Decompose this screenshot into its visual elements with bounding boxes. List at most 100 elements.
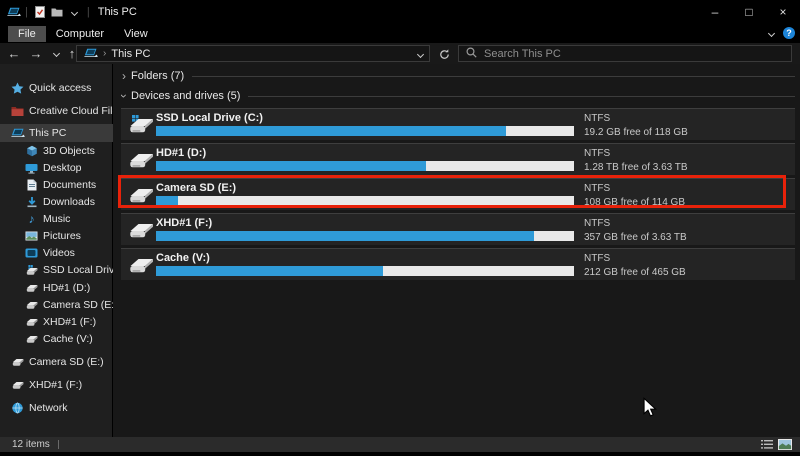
sidebar-item-network[interactable]: Network: [0, 399, 113, 417]
drive-row-ssd-local-drive-c[interactable]: SSD Local Drive (C:) NTFS 19.2 GB free of …: [121, 108, 795, 140]
sidebar-item-3d-objects[interactable]: 3D Objects: [0, 142, 113, 160]
sidebar-item-music[interactable]: ♪ Music: [0, 210, 113, 228]
sidebar-item-downloads[interactable]: Downloads: [0, 193, 113, 211]
drive-free-space: 357 GB free of 3.63 TB: [584, 232, 687, 243]
sidebar-item-label: Desktop: [43, 162, 82, 174]
section-header-folders[interactable]: › Folders (7): [119, 69, 795, 83]
section-label: Devices and drives (5): [131, 90, 241, 102]
address-this-pc-icon: [83, 48, 98, 59]
sidebar-item-creative-cloud-files[interactable]: Creative Cloud Files: [0, 102, 113, 120]
sidebar-item-xhd-1-f[interactable]: XHD#1 (F:): [0, 376, 113, 394]
drive-usage-bar: [156, 126, 574, 136]
items-count: 12 items: [12, 439, 50, 450]
refresh-icon[interactable]: [436, 47, 452, 61]
section-label: Folders (7): [131, 70, 185, 82]
collapsed-chevron-icon[interactable]: ›: [122, 69, 126, 83]
video-icon: [24, 248, 39, 258]
drive-free-space: 108 GB free of 114 GB: [584, 197, 685, 208]
large-icons-view-icon[interactable]: [778, 439, 792, 450]
drive-icon: [128, 115, 155, 134]
sidebar-item-documents[interactable]: Documents: [0, 176, 113, 194]
drive-icon: [24, 334, 39, 344]
sidebar-item-camera-sd-e[interactable]: Camera SD (E:): [0, 296, 113, 314]
sidebar-item-label: HD#1 (D:): [43, 282, 91, 294]
sidebar-item-videos[interactable]: Videos: [0, 244, 113, 262]
address-dropdown-chevron-icon[interactable]: [416, 48, 425, 60]
drive-icon: [24, 317, 39, 327]
breadcrumb[interactable]: This PC: [111, 47, 151, 60]
drive-usage-fill: [156, 196, 179, 206]
sidebar-item-label: Music: [43, 213, 71, 225]
qat-properties-icon[interactable]: [32, 3, 49, 21]
tab-computer[interactable]: Computer: [55, 27, 105, 40]
up-button[interactable]: ↑: [68, 46, 76, 61]
drive-icon: [10, 380, 25, 390]
search-icon: [466, 45, 477, 63]
titlebar-separator-2: |: [86, 6, 90, 18]
drive-row-hd-1-d[interactable]: HD#1 (D:) NTFS 1.28 TB free of 3.63 TB: [121, 143, 795, 175]
file-list-pane: › Folders (7) › Devices and drives (5) S…: [113, 64, 800, 437]
back-button[interactable]: ←: [7, 46, 21, 61]
section-header-devices-and-drives[interactable]: › Devices and drives (5): [117, 89, 795, 103]
sidebar-item-label: XHD#1 (F:): [43, 316, 97, 328]
drive-row-camera-sd-e[interactable]: Camera SD (E:) NTFS 108 GB free of 114 GB: [121, 178, 795, 210]
sidebar-item-this-pc[interactable]: This PC: [0, 124, 113, 142]
minimize-button[interactable]: –: [711, 5, 719, 19]
navigation-pane: Quick access Creative Cloud Files This PC 3…: [0, 64, 113, 437]
details-view-icon[interactable]: [761, 439, 773, 450]
sidebar-item-quick-access[interactable]: Quick access: [0, 79, 113, 97]
titlebar: | | This PC – □ ×: [0, 0, 800, 24]
drive-filesystem: NTFS: [584, 218, 611, 229]
drive-free-space: 212 GB free of 465 GB: [584, 267, 686, 278]
sidebar-item-cache-v[interactable]: Cache (V:): [0, 330, 113, 348]
status-divider: [57, 440, 59, 449]
drive-row-cache-v[interactable]: Cache (V:) NTFS 212 GB free of 465 GB: [121, 248, 795, 280]
drive-name: XHD#1 (F:): [156, 217, 213, 229]
titlebar-separator: |: [25, 6, 28, 18]
sidebar-item-label: This PC: [29, 127, 67, 139]
expand-ribbon-chevron-icon[interactable]: [767, 27, 776, 39]
forward-button[interactable]: →: [29, 46, 43, 61]
expanded-chevron-icon[interactable]: ›: [117, 94, 131, 98]
drive-name: Camera SD (E:): [156, 182, 237, 194]
drive-usage-bar: [156, 161, 574, 171]
drive-usage-bar: [156, 196, 574, 206]
tab-file[interactable]: File: [8, 25, 46, 42]
sidebar-item-label: Videos: [43, 247, 75, 259]
sidebar-item-camera-sd-e[interactable]: Camera SD (E:): [0, 353, 113, 371]
status-bar: 12 items: [0, 437, 800, 452]
laptop-icon: [10, 128, 25, 139]
help-icon[interactable]: ?: [783, 27, 795, 39]
ccfolder-icon: [10, 106, 25, 117]
drive-usage-fill: [156, 231, 534, 241]
section-divider: [248, 95, 795, 97]
address-bar[interactable]: › This PC: [76, 45, 430, 62]
view-switcher: [761, 439, 792, 450]
close-button[interactable]: ×: [779, 5, 787, 19]
drive-row-xhd-1-f[interactable]: XHD#1 (F:) NTFS 357 GB free of 3.63 TB: [121, 213, 795, 245]
sidebar-item-label: XHD#1 (F:): [29, 379, 83, 391]
sidebar-item-pictures[interactable]: Pictures: [0, 227, 113, 245]
search-input[interactable]: [484, 47, 784, 60]
tab-view[interactable]: View: [124, 27, 148, 40]
music-icon: ♪: [28, 212, 35, 226]
sidebar-item-label: Quick access: [29, 82, 92, 94]
qat-new-folder-icon[interactable]: [49, 3, 66, 21]
drive-icon: [128, 220, 155, 239]
search-box[interactable]: [458, 45, 792, 62]
drive-usage-fill: [156, 266, 384, 276]
sidebar-item-label: SSD Local Drive (C:): [43, 264, 113, 276]
maximize-button[interactable]: □: [745, 5, 753, 19]
drive-usage-bar: [156, 231, 574, 241]
window-this-pc-icon: [7, 7, 21, 18]
monitor-icon: [24, 163, 39, 174]
sidebar-item-ssd-local-drive-c[interactable]: SSD Local Drive (C:): [0, 261, 113, 279]
breadcrumb-chevron-icon: ›: [103, 48, 107, 59]
sidebar-item-label: Downloads: [43, 196, 95, 208]
qat-customize-chevron-icon[interactable]: [66, 3, 83, 21]
sidebar-item-xhd-1-f[interactable]: XHD#1 (F:): [0, 313, 113, 331]
sidebar-item-hd-1-d[interactable]: HD#1 (D:): [0, 279, 113, 297]
drive-usage-fill: [156, 161, 427, 171]
sidebar-item-desktop[interactable]: Desktop: [0, 159, 113, 177]
